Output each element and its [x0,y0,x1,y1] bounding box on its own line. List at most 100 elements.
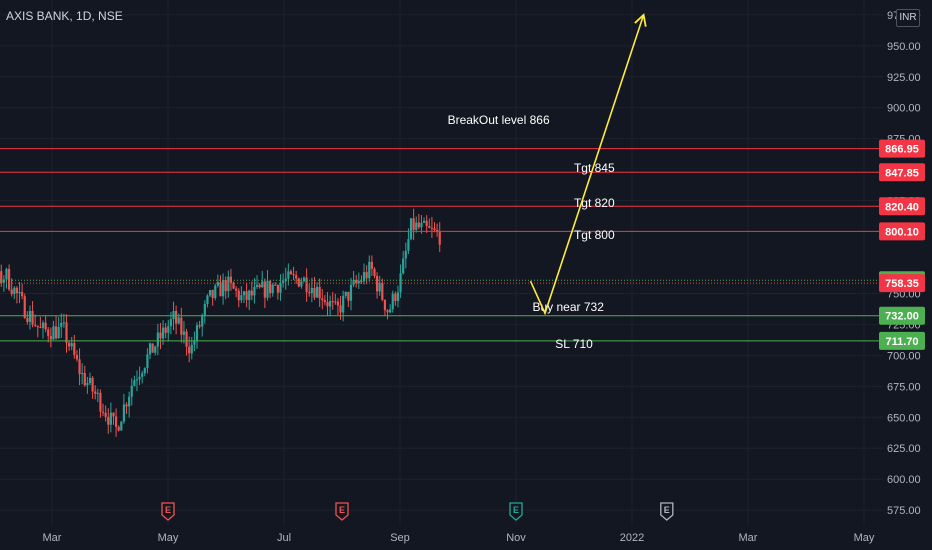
level-badge [879,331,925,350]
candle-body [415,222,418,230]
candle-body [232,282,235,289]
candle-body [39,327,42,329]
earnings-event-icon[interactable] [335,502,349,521]
candle-body [36,325,39,328]
candle-body [276,285,280,293]
candle-body [357,280,360,284]
earnings-event-label: E [664,505,670,515]
candle-body [310,287,313,294]
y-tick-label: 900.00 [887,103,921,115]
symbol-title: AXIS BANK, 1D, NSE [6,9,123,23]
candle-body [292,274,295,276]
candle-body [229,276,233,283]
candle-body [188,346,191,354]
candle-body [23,296,26,319]
time-axis[interactable] [0,525,932,550]
candle-body [289,271,293,275]
price-badge-label: 758.35 [885,278,919,290]
projection-arrow[interactable] [529,14,645,316]
candle-body [78,359,81,375]
candle-body [321,298,324,301]
candle-body [308,292,311,294]
candle-body [386,310,389,313]
candle-body [54,326,58,339]
candle-body [336,301,340,306]
candle-body [28,310,32,322]
candle-body [114,416,118,427]
candle-body [211,289,214,298]
candle-body [18,292,21,294]
earnings-event-icon[interactable] [509,502,523,521]
earnings-event-icon[interactable] [660,502,674,521]
candle-body [159,332,162,339]
y-tick-label: 600.00 [887,474,921,486]
x-tick-label: May [854,532,875,544]
chart-annotation: BreakOut level 866 [448,113,550,127]
candle-body [65,322,68,343]
candle-body [130,385,133,397]
y-tick-label: 575.00 [887,505,921,517]
candle-body [141,373,144,377]
candle-body [355,280,358,284]
candle-body [175,311,178,324]
candle-body [94,391,97,394]
candle-body [68,342,71,347]
candle-body [172,311,175,320]
candle-body [302,277,306,282]
candle-body [104,412,107,417]
level-badge-label: 847.85 [885,167,919,179]
candle-body [177,317,180,324]
candle-body [81,372,84,375]
candle-body [313,287,316,298]
candle-body [245,291,248,300]
candle-body [370,261,373,269]
candle-body [258,284,261,288]
candle-body [70,343,73,347]
candle-body [271,284,274,293]
candle-body [60,323,63,327]
candle-body [49,336,52,340]
candle-body [253,286,256,296]
x-tick-label: Mar [739,532,758,544]
candle-body [190,344,193,354]
candle-body [120,421,123,431]
level-badge-label: 732.00 [885,311,919,323]
candle-body [349,284,353,301]
candle-body [156,332,159,347]
candle-body [182,331,186,335]
candle-body [381,282,384,300]
candle-body [135,379,139,381]
earnings-event-icon[interactable] [161,502,175,521]
candle-body [417,222,420,228]
candle-body [128,396,131,407]
candle-body [161,327,165,339]
candle-body [219,282,222,297]
candle-body [10,289,13,295]
candle-body [365,272,368,279]
candle-body [279,283,282,293]
candle-body [73,343,76,355]
currency-button[interactable]: INR [896,9,920,27]
candle-body [326,301,329,307]
candle-body [274,284,277,286]
candle-body [373,268,376,276]
candle-body [169,319,172,327]
candle-body [323,300,326,302]
candle-body [99,392,102,412]
candle-body [394,293,397,301]
candle-body [44,322,47,330]
earnings-event-label: E [165,505,171,515]
candle-body [344,291,347,296]
candle-body [167,326,170,333]
candle-body [282,281,285,284]
candle-body [7,268,11,290]
y-tick-label: 650.00 [887,412,921,424]
candle-body [62,322,65,324]
level-badge-label: 800.10 [885,226,919,238]
candle-body [422,220,426,223]
candle-body [203,303,206,317]
candle-body [404,250,407,259]
chart-annotation: Tgt 820 [574,196,615,210]
candle-body [315,286,319,298]
